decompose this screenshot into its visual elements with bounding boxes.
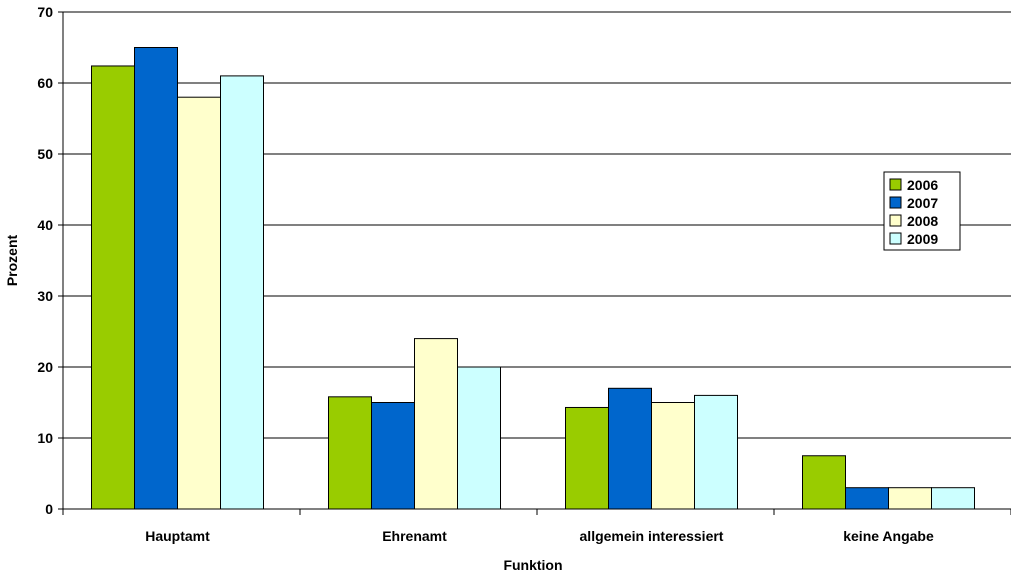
x-tick-label: keine Angabe	[843, 528, 934, 544]
y-tick-label: 40	[37, 217, 53, 233]
y-tick-label: 30	[37, 288, 53, 304]
y-tick-label: 50	[37, 146, 53, 162]
bar-2007-ehrenamt	[371, 402, 415, 510]
x-tick-label: Hauptamt	[145, 528, 210, 544]
bar-2006-ehrenamt	[328, 396, 372, 510]
bar-2008-hauptamt	[177, 96, 221, 510]
legend-label-2008: 2008	[907, 213, 938, 229]
y-tick-labels: 0 10 20 30 40 50 60 70	[37, 4, 53, 517]
legend-swatch-2007	[889, 196, 902, 209]
x-tick-labels: Hauptamt Ehrenamt allgemein interessiert ke…	[145, 528, 934, 544]
bar-2009-ehrenamt	[457, 366, 501, 510]
x-tick-label: allgemein interessiert	[580, 528, 724, 544]
axes	[58, 11, 1011, 515]
bar-2008-allgemein-interessiert	[651, 402, 695, 510]
bar-2006-keine-angabe	[802, 455, 846, 510]
legend-label-2007: 2007	[907, 195, 938, 211]
x-tick-label: Ehrenamt	[382, 528, 447, 544]
y-tick-label: 70	[37, 4, 53, 20]
y-axis-title: Prozent	[4, 234, 20, 286]
bar-2009-keine-angabe	[931, 487, 975, 510]
bars	[91, 47, 975, 510]
legend-swatch-2006	[889, 178, 902, 191]
y-tick-label: 20	[37, 359, 53, 375]
y-tick-label: 0	[45, 501, 53, 517]
y-tick-label: 60	[37, 75, 53, 91]
legend-swatch-2009	[889, 232, 902, 245]
bar-2008-keine-angabe	[888, 487, 932, 510]
bar-2006-hauptamt	[91, 65, 135, 510]
bar-2006-allgemein-interessiert	[565, 406, 609, 510]
legend-label-2006: 2006	[907, 177, 938, 193]
bar-2007-keine-angabe	[845, 487, 889, 510]
legend-label-2009: 2009	[907, 231, 938, 247]
x-axis-title: Funktion	[503, 557, 562, 573]
bar-2007-hauptamt	[134, 47, 178, 510]
bar-2009-hauptamt	[220, 75, 264, 510]
legend: 2006 2007 2008 2009	[883, 171, 961, 251]
y-tick-label: 10	[37, 430, 53, 446]
bar-2009-allgemein-interessiert	[694, 394, 738, 510]
legend-swatch-2008	[889, 214, 902, 227]
bar-2008-ehrenamt	[414, 338, 458, 510]
bar-2007-allgemein-interessiert	[608, 387, 652, 510]
